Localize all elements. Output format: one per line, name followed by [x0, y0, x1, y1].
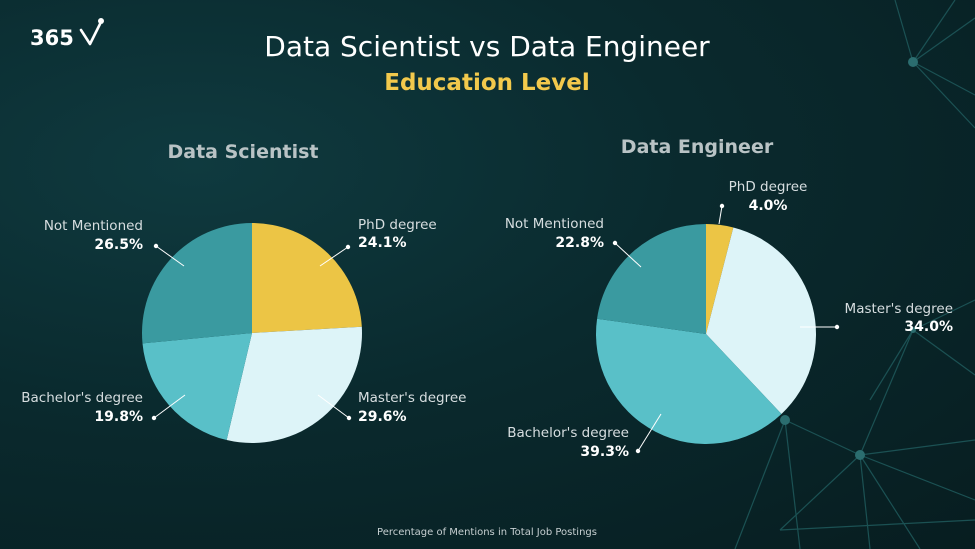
pie-slice-master-s-degree: [226, 326, 362, 443]
slice-label-master-s-degree: Master's degree: [845, 301, 953, 317]
pie-labels: PhD degree 4.0% Master's degree 34.0% Bachel…: [505, 179, 953, 460]
pie-labels: PhD degree 24.1% Master's degree 29.6% Bache…: [21, 217, 466, 425]
pie-slice-not-mentioned: [597, 224, 706, 334]
logo-text: 365: [30, 26, 74, 50]
footnote: Percentage of Mentions in Total Job Post…: [377, 527, 597, 538]
slice-value-not-mentioned: 22.8%: [555, 235, 604, 251]
slice-value-bachelor-s-degree: 39.3%: [580, 444, 629, 460]
leader-dot-bachelor-s-degree: [151, 415, 157, 421]
pie-chart-data-engineer: Data Engineer PhD degree 4.0% Master's deg…: [505, 136, 953, 460]
slice-value-not-mentioned: 26.5%: [94, 237, 143, 253]
slice-label-bachelor-s-degree: Bachelor's degree: [507, 425, 629, 441]
chart-title-data-scientist: Data Scientist: [168, 141, 319, 163]
leader-dot-bachelor-s-degree: [635, 448, 641, 454]
pie-slice-phd-degree: [252, 223, 362, 333]
leader-line-not-mentioned: [614, 242, 642, 268]
leader-line-bachelor-s-degree: [153, 394, 186, 419]
checkmark-dot-icon: [98, 18, 104, 24]
network-nodes: [780, 57, 918, 460]
leader-dot-phd-degree: [719, 203, 725, 209]
slice-value-phd-degree: 4.0%: [749, 198, 788, 214]
pie-slice-bachelor-s-degree: [595, 318, 782, 445]
slice-value-phd-degree: 24.1%: [358, 235, 407, 251]
pie-slice-not-mentioned: [142, 223, 252, 344]
chart-title-data-engineer: Data Engineer: [621, 136, 774, 158]
leader-line-master-s-degree: [317, 394, 350, 419]
slice-label-not-mentioned: Not Mentioned: [44, 218, 143, 234]
slice-label-phd-degree: PhD degree: [358, 217, 437, 233]
leader-dot-phd-degree: [345, 244, 351, 250]
leader-dot-master-s-degree: [346, 415, 352, 421]
checkmark-icon: [79, 22, 102, 46]
pie-slices: [595, 224, 817, 445]
slice-value-master-s-degree: 34.0%: [904, 319, 953, 335]
network-decoration: [734, 0, 975, 549]
slice-label-phd-degree: PhD degree: [729, 179, 808, 195]
pie-chart-data-scientist: Data Scientist PhD degree 24.1% Master's d…: [21, 141, 466, 443]
leader-line-not-mentioned: [155, 245, 185, 267]
leader-dot-not-mentioned: [153, 243, 159, 249]
page-subtitle: Education Level: [384, 70, 590, 96]
leader-dot-not-mentioned: [612, 240, 618, 246]
leader-line-phd-degree: [319, 246, 349, 267]
leader-line-phd-degree: [718, 205, 723, 225]
page-title: Data Scientist vs Data Engineer: [264, 30, 710, 63]
slice-value-bachelor-s-degree: 19.8%: [94, 409, 143, 425]
slice-label-bachelor-s-degree: Bachelor's degree: [21, 390, 143, 406]
pie-slice-phd-degree: [706, 224, 734, 334]
slice-label-not-mentioned: Not Mentioned: [505, 216, 604, 232]
leader-dot-master-s-degree: [834, 324, 840, 330]
pie-slices: [142, 223, 362, 443]
slice-value-master-s-degree: 29.6%: [358, 409, 407, 425]
pie-slice-master-s-degree: [706, 227, 817, 415]
pie-slice-bachelor-s-degree: [142, 333, 252, 441]
brand-logo: 365: [30, 18, 104, 50]
slice-label-master-s-degree: Master's degree: [358, 390, 466, 406]
leader-line-bachelor-s-degree: [637, 413, 662, 452]
